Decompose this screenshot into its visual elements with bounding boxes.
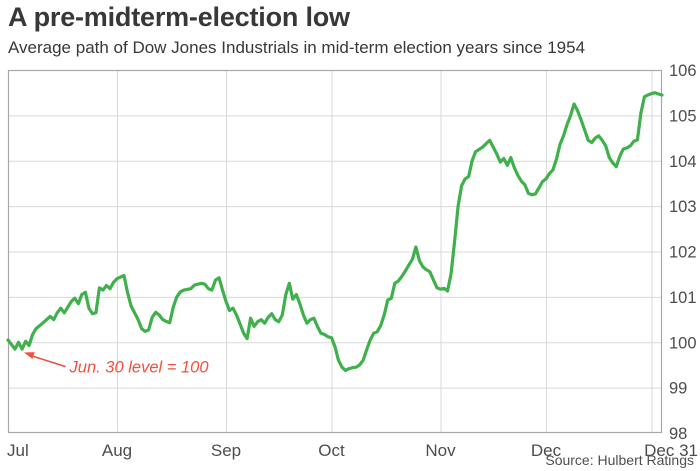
chart-title: A pre-midterm-election low <box>8 2 350 32</box>
annotation-arrow-head <box>24 352 35 359</box>
dow-series-line <box>6 91 664 372</box>
y-tick-label: 102 <box>669 244 697 262</box>
y-tick-label: 105 <box>669 107 697 125</box>
y-tick-label: 106 <box>669 62 697 80</box>
x-tick-label: Dec <box>531 441 562 460</box>
x-tick-label: Oct <box>318 441 345 460</box>
y-tick-label: 101 <box>669 289 697 307</box>
x-axis-labels: Jul Aug Sep Oct Nov Dec Dec 31 <box>7 441 698 460</box>
x-tick-label: Sep <box>211 441 241 460</box>
plot-border <box>7 69 663 434</box>
annotation-label: Jun. 30 level = 100 <box>69 359 210 377</box>
annotation-group: Jun. 30 level = 100 <box>24 352 209 377</box>
y-axis-labels: 98 99 100 101 102 103 104 105 106 <box>669 62 697 443</box>
source-credit: Source: Hulbert Ratings <box>545 452 694 468</box>
x-tick-label: Nov <box>425 441 456 460</box>
y-tick-label: 98 <box>669 425 687 443</box>
x-tick-label: Dec 31 <box>644 441 698 460</box>
grid-lines <box>8 70 662 433</box>
y-tick-label: 100 <box>669 334 697 352</box>
x-tick-label: Jul <box>7 441 29 460</box>
y-tick-label: 104 <box>669 153 697 171</box>
chart-subtitle: Average path of Dow Jones Industrials in… <box>8 38 586 57</box>
x-tick-label: Aug <box>102 441 132 460</box>
y-tick-label: 99 <box>669 380 687 398</box>
y-tick-label: 103 <box>669 198 697 216</box>
annotation-arrow-shaft <box>30 354 66 368</box>
